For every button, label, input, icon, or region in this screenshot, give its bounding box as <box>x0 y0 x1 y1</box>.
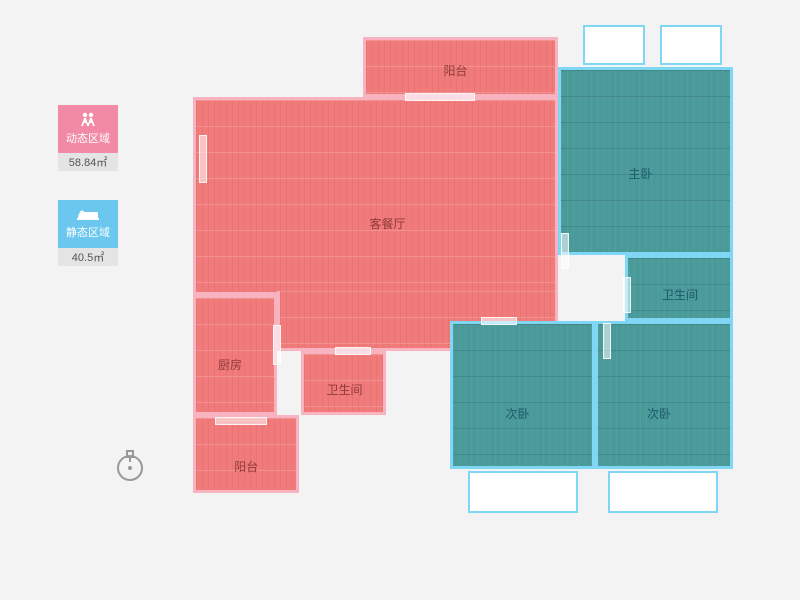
door-8 <box>603 323 611 359</box>
room-label-bed2: 次卧 <box>506 405 530 422</box>
room-kitchen: 厨房 <box>193 295 277 415</box>
room-balcony-top: 阳台 <box>363 37 558 97</box>
room-balcony-bot: 阳台 <box>193 415 299 493</box>
room-bath2: 卫生间 <box>625 255 733 321</box>
room-bed2: 次卧 <box>450 321 595 469</box>
legend-static-value: 40.5㎡ <box>58 248 118 266</box>
room-label-living: 客餐厅 <box>369 215 405 232</box>
room-label-kitchen: 厨房 <box>218 356 242 373</box>
door-5 <box>561 233 569 269</box>
room-label-balcony-bot: 阳台 <box>234 458 258 475</box>
window-2 <box>468 471 578 513</box>
legend-dynamic-value: 58.84㎡ <box>58 153 118 171</box>
legend-dynamic: 动态区域 58.84㎡ <box>58 105 118 171</box>
door-4 <box>215 417 267 425</box>
door-3 <box>335 347 371 355</box>
room-label-master: 主卧 <box>629 165 653 182</box>
floorplan: 阳台客餐厅厨房卫生间阳台主卧卫生间次卧次卧 <box>185 25 765 585</box>
window-3 <box>608 471 718 513</box>
room-label-balcony-top: 阳台 <box>444 62 468 79</box>
room-label-bath2: 卫生间 <box>662 286 698 303</box>
window-1 <box>660 25 722 65</box>
compass-icon <box>112 448 148 484</box>
legend-dynamic-label: 动态区域 <box>66 130 110 146</box>
door-7 <box>481 317 517 325</box>
people-icon <box>78 112 98 128</box>
door-1 <box>199 135 207 183</box>
door-0 <box>405 93 475 101</box>
bed-icon <box>77 208 99 222</box>
door-2 <box>273 325 281 365</box>
room-master: 主卧 <box>558 67 733 255</box>
room-bath1: 卫生间 <box>301 351 386 415</box>
legend-static-box: 静态区域 <box>58 200 118 248</box>
legend-dynamic-box: 动态区域 <box>58 105 118 153</box>
legend-static: 静态区域 40.5㎡ <box>58 200 118 266</box>
room-label-bed3: 次卧 <box>647 405 671 422</box>
window-0 <box>583 25 645 65</box>
room-bed3: 次卧 <box>595 321 733 469</box>
room-label-bath1: 卫生间 <box>327 381 363 398</box>
door-6 <box>623 277 631 313</box>
room-living: 客餐厅 <box>193 97 558 295</box>
legend-static-label: 静态区域 <box>66 224 110 240</box>
